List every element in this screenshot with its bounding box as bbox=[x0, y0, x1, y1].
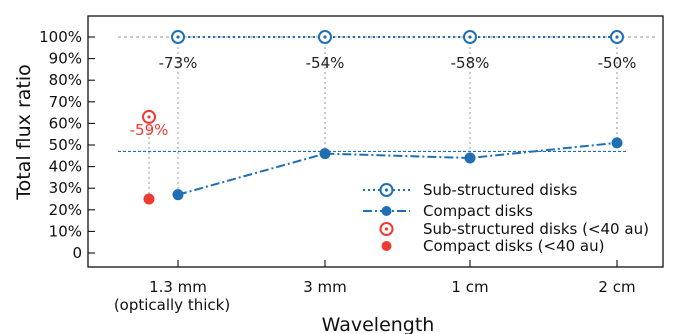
y-tick-label: 50% bbox=[49, 136, 82, 154]
y-tick-label: 20% bbox=[49, 201, 82, 219]
legend-marker bbox=[381, 241, 392, 251]
plot-area bbox=[87, 15, 664, 268]
legend-label: Sub-structured disks (<40 au) bbox=[423, 220, 649, 238]
y-tick-label: 10% bbox=[49, 222, 82, 240]
ratio-annotation: -50% bbox=[598, 54, 637, 72]
plot-frame bbox=[87, 15, 664, 268]
point-sub-structured-center bbox=[323, 35, 327, 39]
point-compact-40au bbox=[143, 193, 155, 205]
point-compact bbox=[172, 189, 184, 201]
ratio-annotation: -59% bbox=[130, 121, 169, 139]
y-tick-label: 70% bbox=[49, 93, 82, 111]
legend-label: Compact disks bbox=[423, 202, 533, 220]
x-tick-label: 3 mm bbox=[303, 278, 347, 296]
ratio-annotation: -73% bbox=[159, 54, 198, 72]
y-tick-label: 100% bbox=[39, 28, 82, 46]
point-sub-structured-center bbox=[468, 35, 472, 39]
x-axis-label: Wavelength bbox=[322, 314, 435, 334]
y-tick-label: 30% bbox=[49, 179, 82, 197]
axes: 0 10% 20% 30% 40% 50% 60% 70% 80% 90% 100% 1.3 mm(o… bbox=[39, 28, 635, 314]
point-compact bbox=[464, 152, 476, 164]
point-sub-structured-center bbox=[176, 35, 180, 39]
y-tick-label: 90% bbox=[49, 50, 82, 68]
point-compact bbox=[319, 148, 331, 160]
point-sub-structured-40au-center bbox=[147, 115, 151, 119]
point-sub-structured-center bbox=[615, 35, 619, 39]
x-tick-label: 2 cm bbox=[598, 278, 635, 296]
y-tick-label: 60% bbox=[49, 114, 82, 132]
legend-marker-center bbox=[384, 188, 389, 192]
point-compact bbox=[611, 137, 623, 149]
chart-marks: -73% -54% -58% -50% -59% bbox=[118, 30, 655, 205]
legend-marker bbox=[381, 206, 392, 216]
legend-marker-center bbox=[384, 227, 389, 231]
ratio-annotation: -58% bbox=[451, 54, 490, 72]
x-tick-sublabel: (optically thick) bbox=[114, 296, 230, 314]
ratio-annotation: -54% bbox=[306, 54, 345, 72]
y-tick-label: 80% bbox=[49, 71, 82, 89]
y-axis-label: Total flux ratio bbox=[13, 64, 35, 201]
legend-label: Compact disks (<40 au) bbox=[423, 237, 604, 255]
y-tick-label: 0 bbox=[72, 244, 82, 262]
x-tick-label: 1 cm bbox=[451, 278, 488, 296]
y-tick-label: 40% bbox=[49, 158, 82, 176]
x-tick-label: 1.3 mm bbox=[149, 278, 207, 296]
legend: Sub-structured disks Compact disksSub-str… bbox=[363, 181, 649, 255]
series-line-compact bbox=[177, 141, 618, 196]
legend-label: Sub-structured disks bbox=[423, 181, 578, 199]
